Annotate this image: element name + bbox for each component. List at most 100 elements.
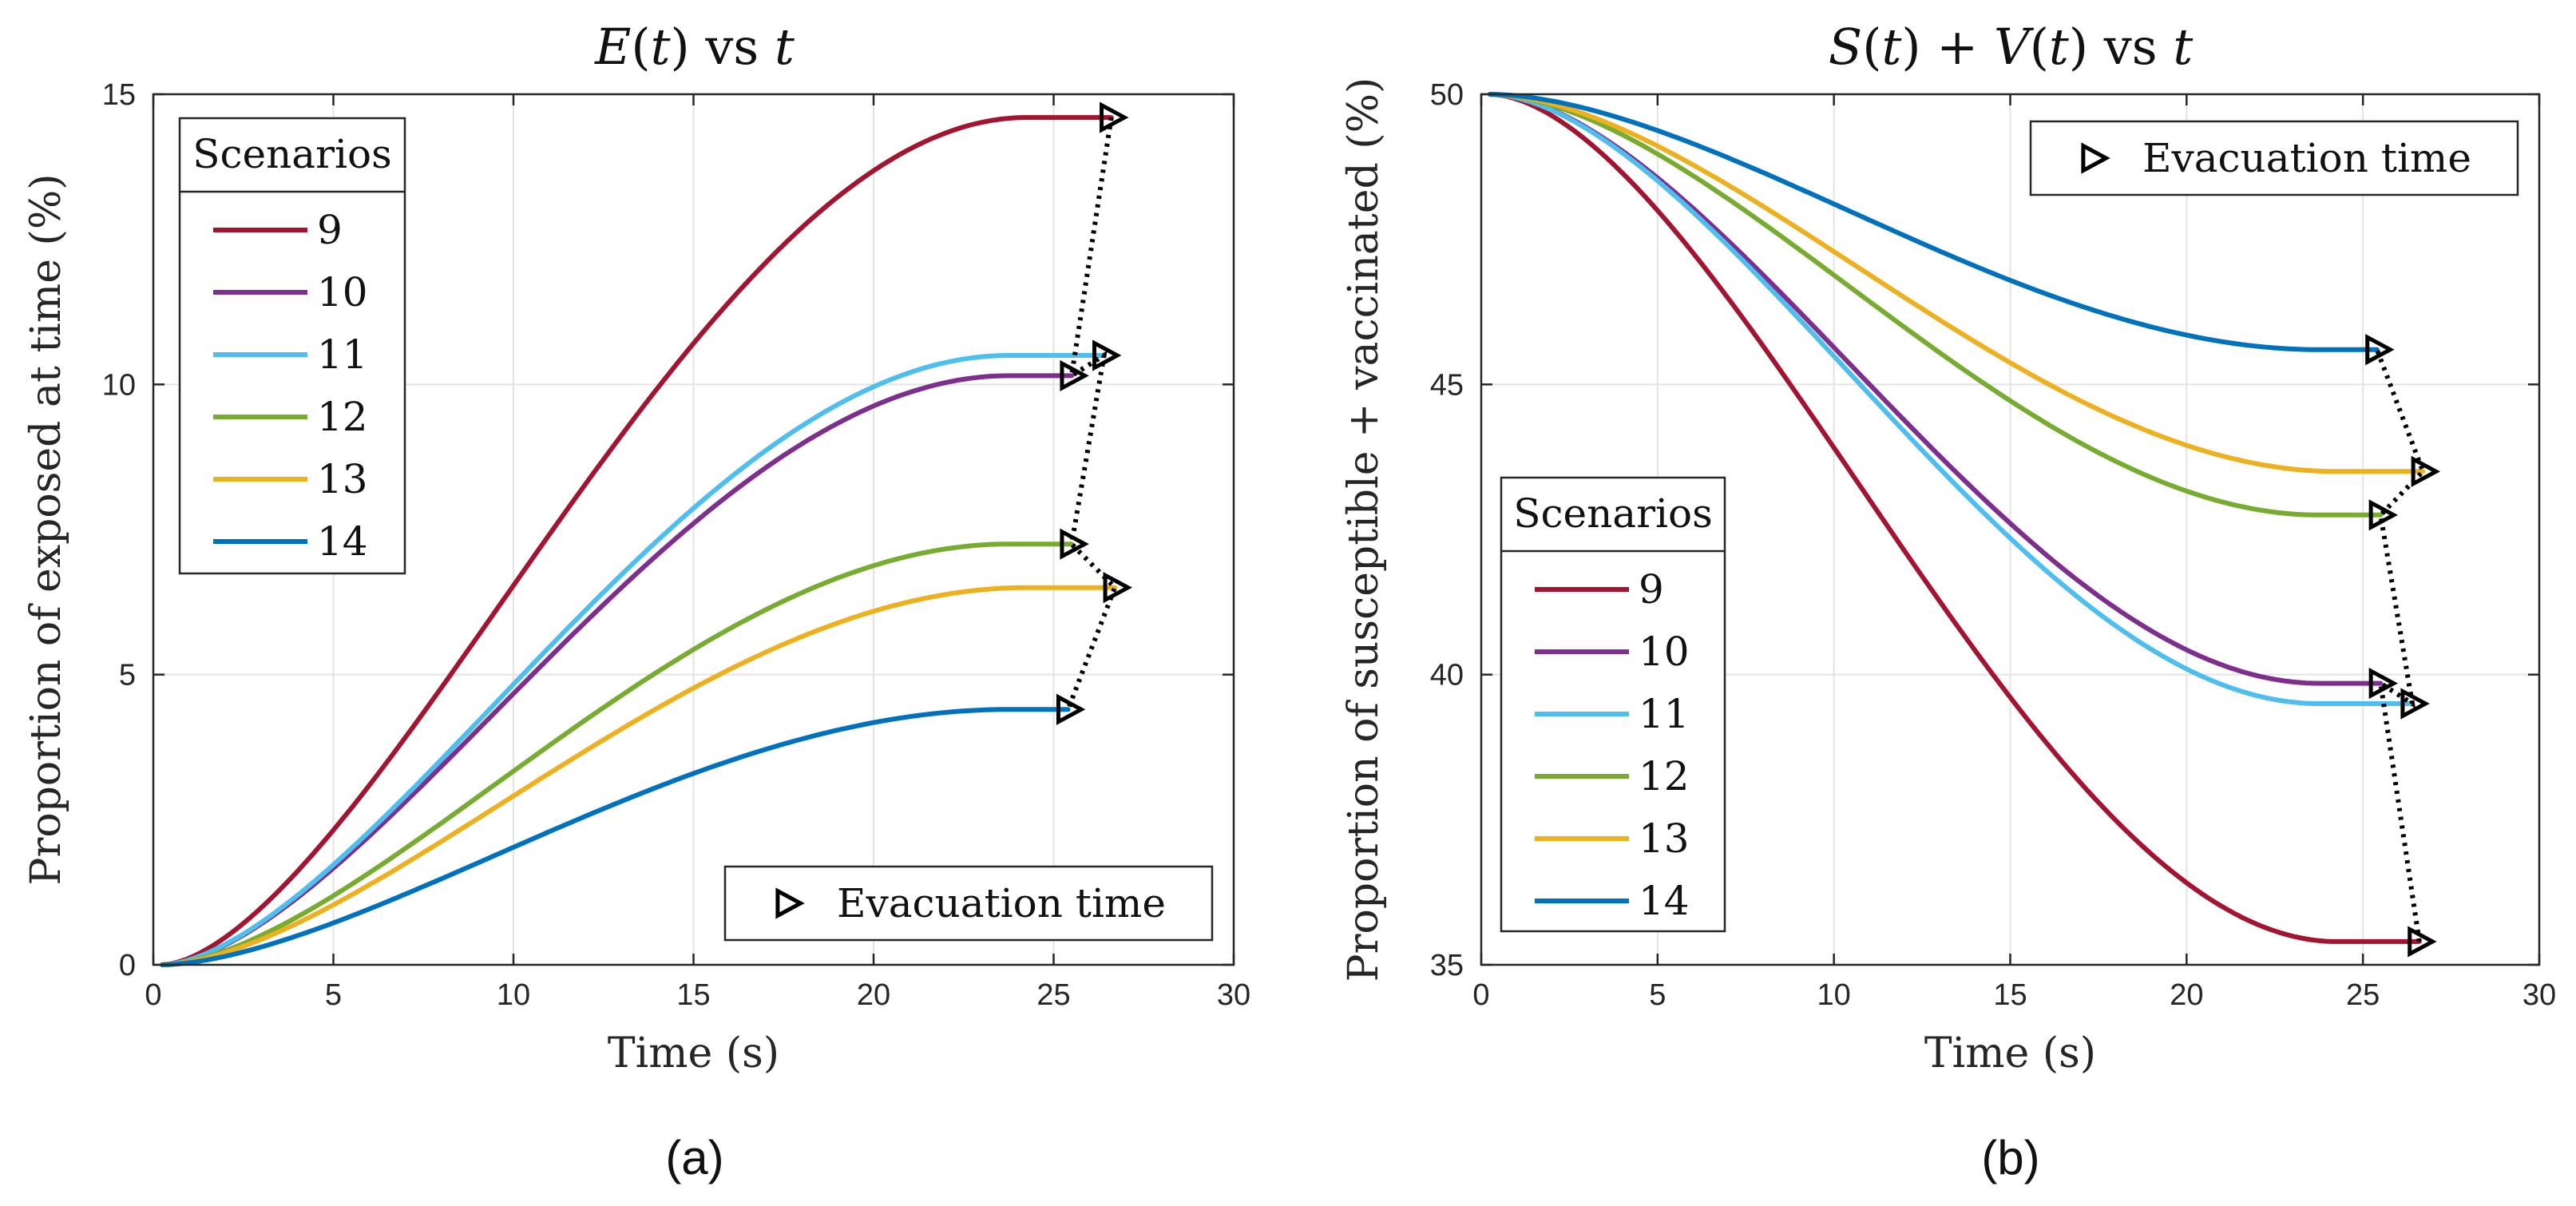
chart-panel-a: 0 5 10 15 20 25 30 0 5 10 15 Time (s) Proportion of … (22, 18, 1250, 1184)
legend-label-11: 11 (317, 331, 368, 378)
legend-label-13: 13 (317, 456, 368, 502)
title-part: ) (1901, 18, 1936, 76)
y-tick-label: 0 (119, 949, 136, 982)
title-part: t (2173, 18, 2193, 76)
x-tick-label: 20 (857, 978, 890, 1012)
x-tick-label: 25 (2346, 978, 2380, 1012)
evacuation-marker-9 (1100, 101, 1129, 133)
title-part (759, 18, 775, 76)
chart-panel-b: 0 5 10 15 20 25 30 35 40 45 50 Time (s) Proportion o… (1340, 18, 2556, 1184)
evacuation-legend-label: Evacuation time (837, 880, 1166, 926)
y-axis-label: Proportion of exposed at time (%) (22, 173, 70, 885)
panel-label: (b) (1981, 1131, 2039, 1184)
title-part: E (594, 18, 631, 76)
legend-label-10: 10 (1639, 629, 1690, 675)
evacuation-legend-box (723, 865, 1214, 942)
series-line-11 (160, 353, 1107, 967)
series-line-14 (1488, 92, 2380, 352)
y-tick-label: 10 (102, 368, 136, 402)
x-tick-label: 5 (325, 978, 342, 1012)
series-line-9 (1488, 92, 2422, 944)
title-part: + (1936, 18, 1978, 76)
evacuation-connector (1065, 117, 1118, 711)
evacuation-marker-14 (2365, 334, 2395, 366)
legend-box (178, 117, 406, 575)
evacuation-legend: Evacuation time (2029, 120, 2519, 196)
evacuation-legend-label: Evacuation time (2142, 135, 2471, 181)
y-tick-label: 40 (1430, 659, 1464, 692)
legend-label-10: 10 (317, 269, 368, 315)
evacuation-legend-marker (2081, 142, 2110, 174)
x-tick-label: 15 (676, 978, 710, 1012)
x-tick-label: 30 (2522, 978, 2556, 1012)
evacuation-marker-12 (2368, 499, 2399, 531)
x-axis-label: Time (s) (1924, 1029, 2096, 1077)
evacuation-legend: Evacuation time (723, 865, 1214, 942)
title-part: S (1829, 18, 1862, 76)
x-tick-label: 30 (1217, 978, 1250, 1012)
title-part: V (1994, 18, 2035, 76)
x-tick-label: 25 (1036, 978, 1070, 1012)
title-part: ( (1862, 18, 1881, 76)
evacuation-marker-9 (2408, 926, 2437, 958)
title-part: vs (704, 18, 759, 76)
title-part: t (1881, 18, 1901, 76)
y-tick-label: 5 (119, 659, 136, 692)
series-line-13 (160, 585, 1118, 967)
evacuation-legend-box (2029, 120, 2519, 196)
title-part: t (2049, 18, 2069, 76)
x-tick-label: 5 (1649, 978, 1666, 1012)
legend-label-14: 14 (317, 518, 368, 565)
scenarios-legend: Scenarios 9 10 11 12 13 14 (178, 117, 406, 575)
evacuation-marker-13 (1103, 572, 1132, 604)
chart-title: E(t) vs t (594, 18, 795, 76)
x-tick-label: 0 (1472, 978, 1489, 1012)
scenarios-legend: Scenarios 9 10 11 12 13 14 (1500, 476, 1726, 933)
x-tick-label: 10 (497, 978, 530, 1012)
y-tick-label: 15 (102, 78, 136, 112)
title-part: ( (2030, 18, 2049, 76)
series-line-12 (1488, 92, 2384, 518)
title-part: ) (671, 18, 706, 76)
x-tick-label: 20 (2170, 978, 2203, 1012)
evacuation-legend-marker (775, 887, 805, 919)
legend-title: Scenarios (1513, 490, 1713, 537)
evacuation-marker-14 (1056, 693, 1086, 725)
y-tick-label: 35 (1430, 949, 1464, 982)
series-line-14 (160, 707, 1071, 967)
evacuation-marker-13 (2411, 455, 2441, 487)
evacuation-connector (2374, 348, 2426, 942)
evacuation-marker-11 (2400, 688, 2430, 720)
title-part: t (651, 18, 671, 76)
x-tick-label: 0 (145, 978, 161, 1012)
series-line-12 (160, 542, 1074, 967)
title-part: vs (2103, 18, 2158, 76)
series-line-11 (1488, 92, 2415, 706)
title-part (2158, 18, 2174, 76)
legend-label-12: 12 (317, 394, 368, 440)
evacuation-marker-10 (1060, 359, 1089, 392)
title-part: ) (2069, 18, 2104, 76)
legend-label-9: 9 (1639, 566, 1664, 613)
legend-label-14: 14 (1639, 878, 1690, 924)
y-tick-label: 45 (1430, 368, 1464, 402)
evacuation-marker-12 (1060, 528, 1089, 560)
panel-label: (a) (665, 1131, 723, 1184)
title-part (1978, 18, 1994, 76)
legend-box (1500, 476, 1726, 933)
series-line-13 (1488, 92, 2426, 474)
title-part: t (775, 18, 795, 76)
series-line-9 (160, 115, 1114, 967)
legend-label-12: 12 (1639, 753, 1690, 799)
x-tick-label: 10 (1817, 978, 1851, 1012)
legend-label-11: 11 (1639, 691, 1690, 737)
legend-label-13: 13 (1639, 815, 1690, 862)
evacuation-marker-11 (1092, 339, 1122, 371)
chart-title: S(t) + V(t) vs t (1829, 18, 2194, 76)
y-axis-label: Proportion of susceptible + vaccinated (… (1340, 77, 1388, 982)
x-axis-label: Time (s) (608, 1029, 779, 1077)
legend-title: Scenarios (192, 131, 392, 177)
x-tick-label: 15 (1993, 978, 2027, 1012)
evacuation-marker-10 (2368, 667, 2399, 700)
